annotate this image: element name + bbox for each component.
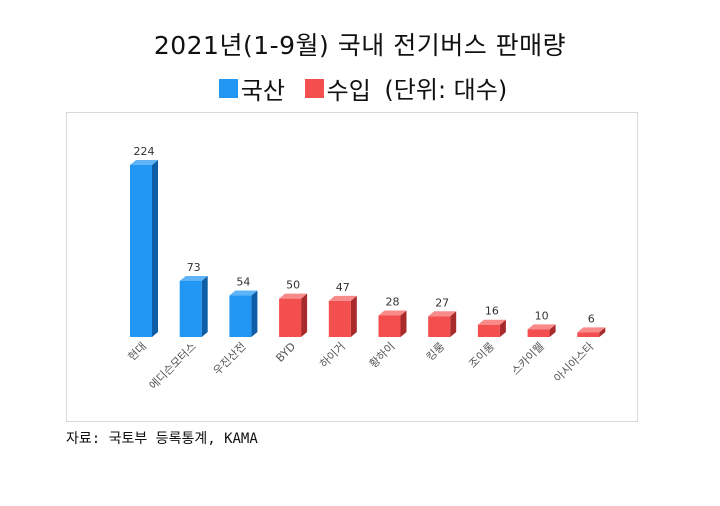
bar-top bbox=[577, 327, 606, 333]
bar-side bbox=[499, 319, 506, 337]
data-label: 16 bbox=[485, 305, 499, 318]
bar-side bbox=[599, 327, 606, 337]
category-label: 킹룽 bbox=[424, 340, 448, 364]
bar-top bbox=[477, 319, 506, 325]
legend-label-import: 수입 bbox=[326, 77, 371, 105]
category-label: 스카이웰 bbox=[509, 340, 547, 378]
category-label: 아시아스타 bbox=[551, 340, 596, 385]
data-label: 73 bbox=[187, 261, 201, 274]
bar bbox=[130, 165, 152, 337]
bar-top bbox=[527, 324, 556, 330]
bar bbox=[328, 300, 351, 337]
legend-unit: (단위: 대수) bbox=[384, 76, 508, 104]
bar-top bbox=[229, 290, 258, 296]
data-label: 224 bbox=[134, 145, 155, 158]
bar bbox=[527, 329, 550, 337]
legend-swatch-domestic bbox=[218, 79, 238, 98]
bar bbox=[378, 315, 401, 337]
data-label: 50 bbox=[286, 279, 300, 292]
bar-side bbox=[201, 275, 208, 337]
source-note: 자료: 국토부 등록통계, KAMA bbox=[66, 431, 258, 447]
bar bbox=[279, 298, 302, 337]
legend-item-import: 수입 bbox=[304, 71, 371, 106]
bar-top bbox=[328, 295, 357, 301]
bar-side bbox=[251, 290, 258, 337]
bar-side bbox=[400, 310, 407, 337]
legend-item-domestic: 국산 bbox=[218, 71, 285, 106]
data-label: 28 bbox=[386, 296, 400, 309]
category-label: 우진산전 bbox=[211, 340, 249, 378]
data-label: 54 bbox=[236, 276, 250, 289]
data-label: 6 bbox=[588, 312, 595, 325]
chart-area: 224 현대 73 에디슨모터스 54 우진산전 50 BYD 47 하이거 28 황하이 27 킹룽 16… bbox=[66, 112, 638, 422]
category-label: 황하이 bbox=[366, 339, 397, 370]
bar bbox=[229, 295, 252, 337]
legend-label-domestic: 국산 bbox=[240, 77, 285, 105]
bar bbox=[477, 324, 500, 337]
data-label: 27 bbox=[435, 296, 449, 309]
category-label: 하이거 bbox=[317, 339, 348, 370]
category-label: 조이롱 bbox=[466, 340, 497, 371]
bar-top bbox=[130, 160, 158, 165]
data-label: 10 bbox=[535, 309, 549, 322]
bar-top bbox=[279, 293, 308, 299]
bar-top bbox=[428, 311, 457, 317]
bar-top bbox=[179, 275, 208, 281]
bar bbox=[428, 316, 451, 337]
bar-chart: 224 현대 73 에디슨모터스 54 우진산전 50 BYD 47 하이거 28 황하이 27 킹룽 16… bbox=[126, 145, 606, 392]
category-label: 에디슨모터스 bbox=[147, 340, 199, 392]
bar bbox=[179, 280, 202, 337]
bar-side bbox=[350, 295, 357, 337]
bar-side bbox=[152, 160, 158, 337]
data-label: 47 bbox=[336, 281, 350, 294]
bar bbox=[577, 332, 600, 337]
chart-title: 2021년(1-9월) 국내 전기버스 판매량 bbox=[153, 31, 567, 60]
category-label: BYD bbox=[273, 340, 298, 365]
bar-side bbox=[450, 311, 457, 337]
legend-swatch-import bbox=[304, 79, 324, 98]
bar-top bbox=[378, 310, 407, 316]
category-label: 현대 bbox=[126, 340, 150, 364]
bar-side bbox=[549, 324, 556, 337]
bar-side bbox=[301, 293, 308, 337]
legend: 국산 수입 (단위: 대수) bbox=[0, 70, 720, 106]
